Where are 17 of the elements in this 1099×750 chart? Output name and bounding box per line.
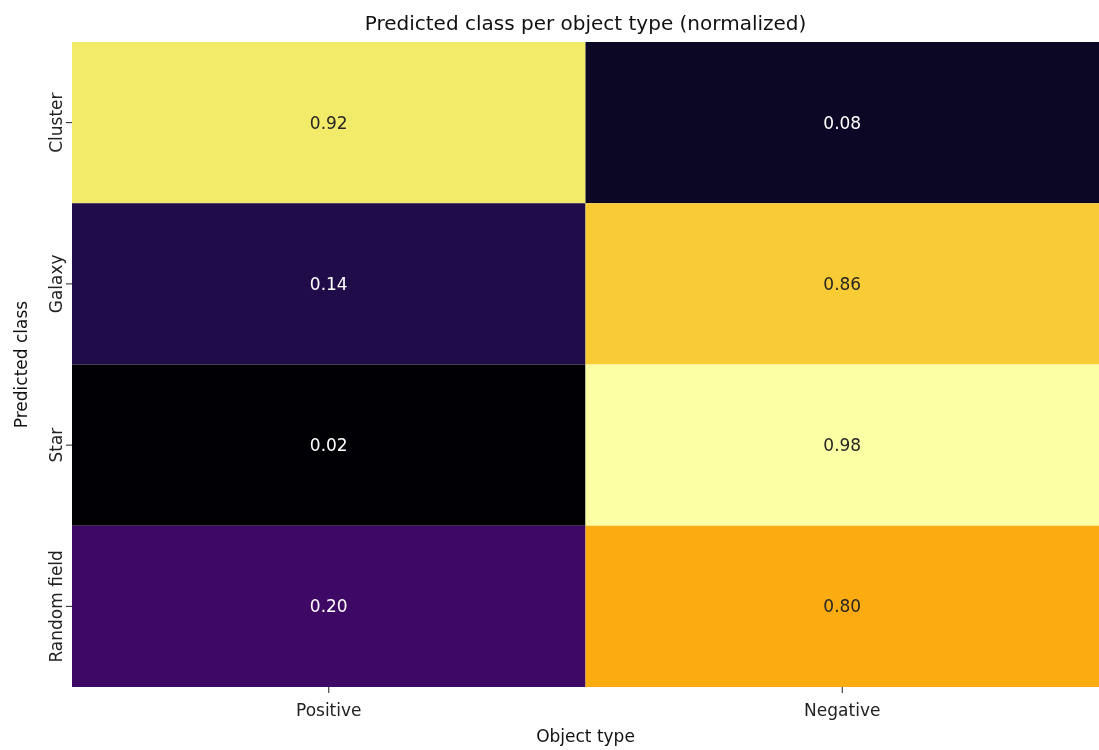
data-label: 0.92 bbox=[309, 112, 348, 133]
data-label: 0.02 bbox=[309, 435, 348, 456]
y-tick-label: Star bbox=[46, 427, 66, 463]
y-tick-label: Cluster bbox=[46, 92, 66, 153]
data-label: 0.14 bbox=[309, 273, 348, 294]
y-axis-title: Predicted class bbox=[11, 300, 31, 429]
data-label: 0.80 bbox=[823, 596, 862, 617]
data-label: 0.86 bbox=[823, 273, 862, 294]
y-tick-label: Galaxy bbox=[46, 254, 66, 314]
data-label: 0.20 bbox=[309, 596, 348, 617]
data-label: 0.08 bbox=[823, 112, 862, 133]
x-axis-title: Object type bbox=[536, 726, 635, 746]
chart-title: Predicted class per object type (normalized) bbox=[364, 11, 807, 35]
x-tick-label: Negative bbox=[804, 700, 881, 721]
y-tick-label: Random field bbox=[46, 550, 66, 663]
data-label: 0.98 bbox=[823, 435, 862, 456]
x-tick-label: Positive bbox=[295, 700, 362, 721]
